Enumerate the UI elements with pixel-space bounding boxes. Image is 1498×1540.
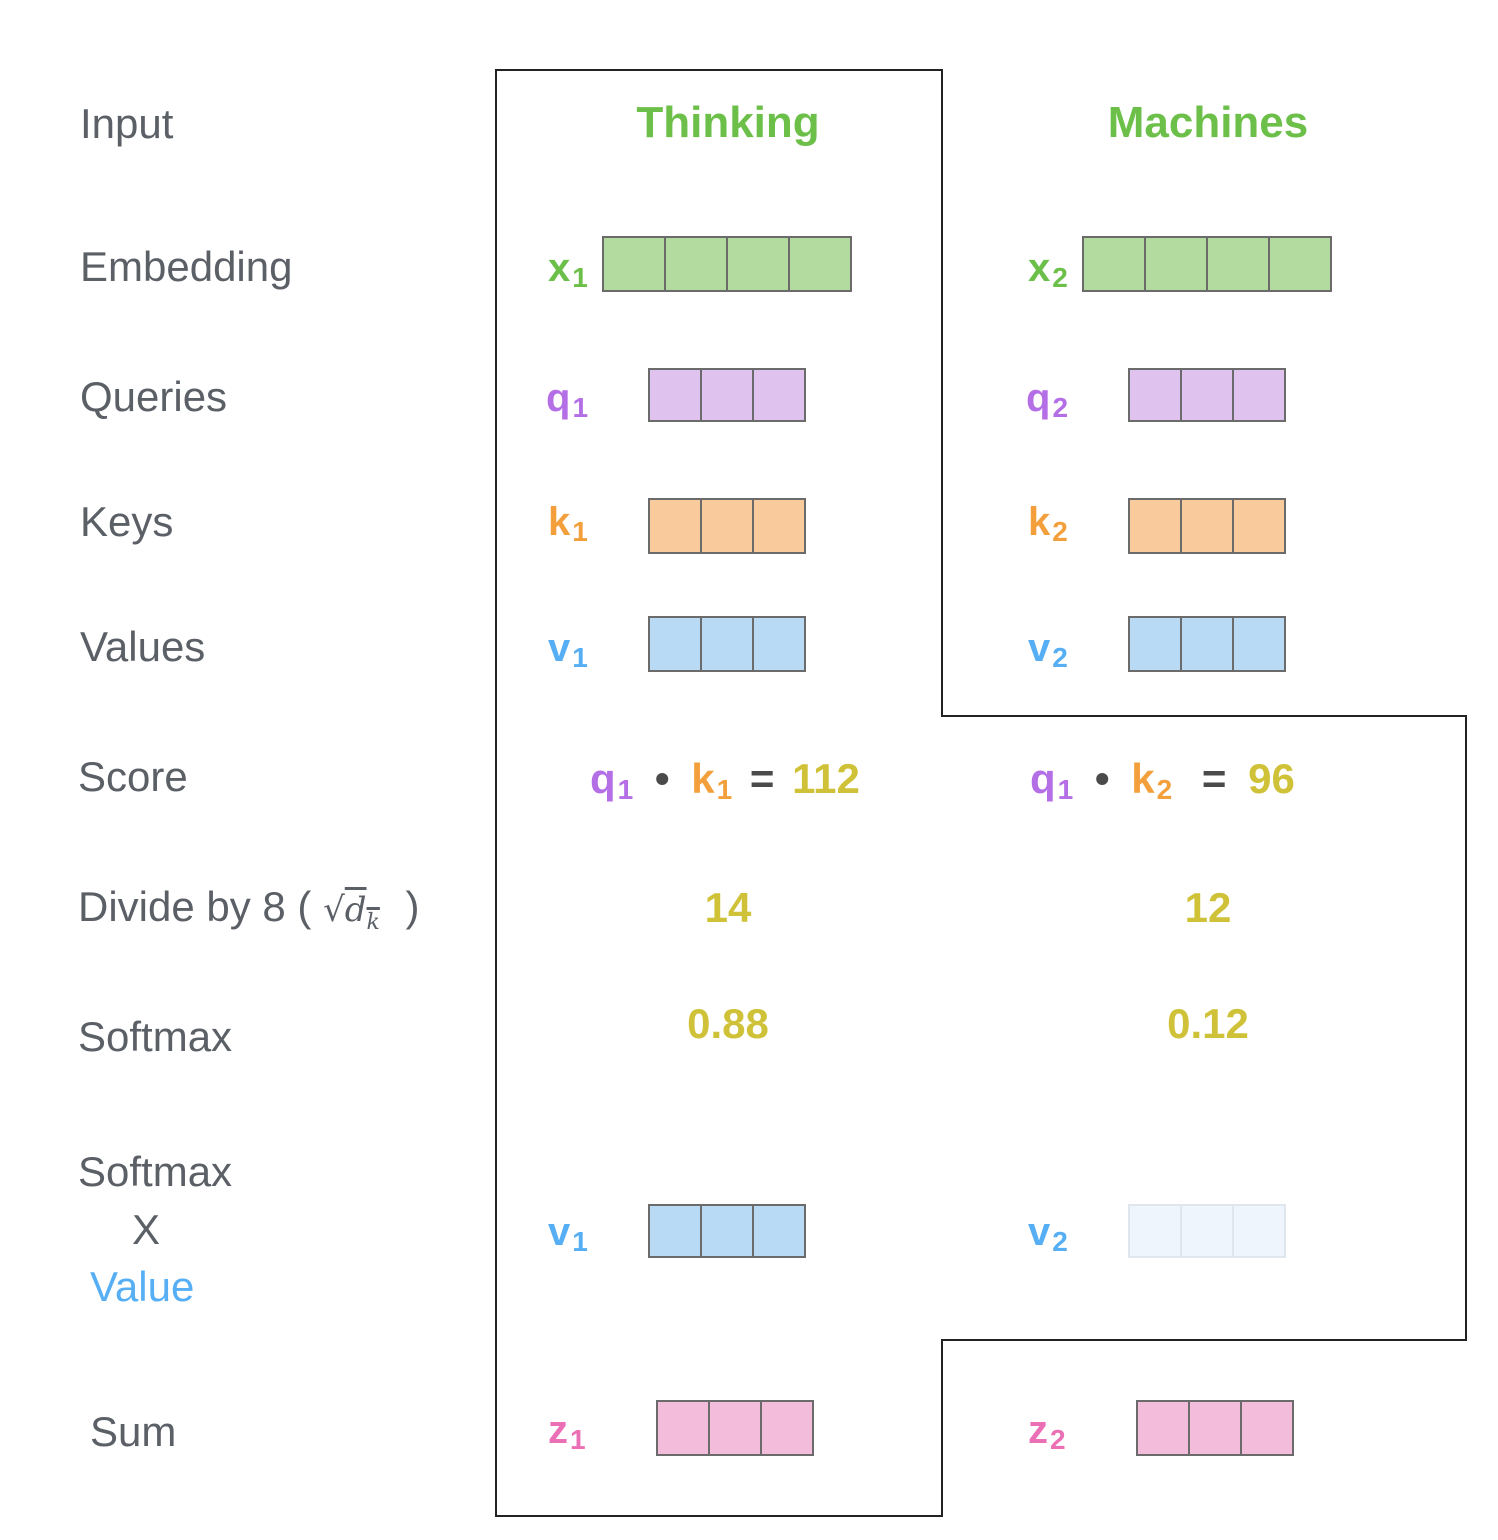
z1-vector: [656, 1400, 814, 1456]
k2-label: k2: [1028, 500, 1068, 547]
row-label-input: Input: [80, 100, 174, 147]
z2-label: z2: [1028, 1408, 1066, 1455]
divided-value-1: 14: [704, 884, 752, 931]
row-label-divide: Divide by 8 ( √dk ): [78, 883, 420, 935]
x1-vector: [602, 236, 852, 292]
v1-label: v1: [548, 626, 588, 673]
sqrt-dk-formula: √dk: [323, 890, 380, 935]
row-label-sum: Sum: [90, 1408, 177, 1455]
divide-text: Divide by 8 (: [78, 883, 312, 930]
row-label-value: Value: [90, 1263, 195, 1310]
v2-vector: [1128, 616, 1286, 672]
word-machines: Machines: [1107, 98, 1309, 147]
row-label-score: Score: [78, 753, 188, 800]
word-thinking: Thinking: [636, 98, 820, 147]
score-2: q1 • k2 = 96: [1030, 755, 1295, 805]
row-label-softmax: Softmax: [78, 1013, 233, 1060]
score-1-value: 112: [792, 755, 860, 802]
z1-label: z1: [548, 1408, 586, 1455]
z2-vector: [1136, 1400, 1294, 1456]
v1-vector: [648, 616, 806, 672]
row-label-queries: Queries: [80, 373, 228, 420]
divided-value-2: 12: [1184, 884, 1232, 931]
row-label-values: Values: [80, 623, 206, 670]
v2-label: v2: [1028, 626, 1068, 673]
x1-label: x1: [548, 246, 588, 293]
weighted-v2-label: v2: [1028, 1210, 1068, 1257]
q1-vector: [648, 368, 806, 422]
divide-close: ): [405, 883, 420, 930]
weighted-v1-vector: [648, 1204, 806, 1258]
score-2-value: 96: [1248, 755, 1295, 802]
softmax-value-2: 0.12: [1167, 1000, 1249, 1047]
k2-vector: [1128, 498, 1286, 554]
x2-vector: [1082, 236, 1332, 292]
row-label-times: X: [132, 1206, 161, 1253]
q2-vector: [1128, 368, 1286, 422]
row-label-keys: Keys: [80, 498, 174, 545]
row-label-softmax-times-value: Softmax: [78, 1148, 233, 1195]
softmax-value-1: 0.88: [687, 1000, 769, 1047]
q1-label: q1: [546, 376, 589, 423]
row-label-embedding: Embedding: [80, 243, 293, 290]
score-1: q1 • k1 = 112: [590, 755, 860, 805]
x2-label: x2: [1028, 246, 1068, 293]
k1-vector: [648, 498, 806, 554]
k1-label: k1: [548, 500, 588, 547]
weighted-v1-label: v1: [548, 1210, 588, 1257]
q2-label: q2: [1026, 376, 1069, 423]
weighted-v2-vector: [1128, 1204, 1286, 1258]
